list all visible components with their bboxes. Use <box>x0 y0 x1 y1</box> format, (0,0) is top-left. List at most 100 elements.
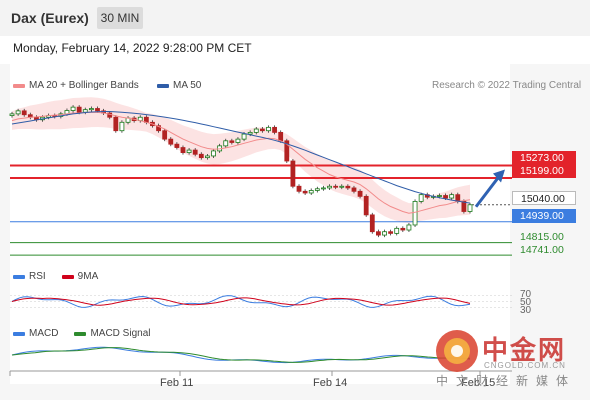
candle <box>156 125 161 132</box>
watermark-tagline: 中文财经新媒体 <box>436 374 577 388</box>
legend-rsi-ma-label: 9MA <box>77 271 99 282</box>
candle <box>272 126 277 133</box>
candle <box>266 126 271 132</box>
candle <box>186 149 192 153</box>
ma20-swatch <box>13 83 25 88</box>
candle <box>95 108 100 112</box>
candle <box>259 128 265 132</box>
candle <box>394 227 400 234</box>
candle <box>15 110 21 115</box>
instrument-title: Dax (Eurex) <box>11 10 89 26</box>
candle <box>278 131 284 142</box>
candle <box>162 130 168 140</box>
candle <box>192 149 198 155</box>
candle <box>296 185 302 192</box>
candle <box>174 143 180 148</box>
candle <box>382 231 387 236</box>
candle <box>168 138 174 145</box>
rsi-level-30: 30 <box>520 305 532 316</box>
rsi-ma-line <box>11 297 471 306</box>
ma50-swatch <box>157 83 169 88</box>
candle <box>241 133 247 140</box>
macd-signal-line <box>11 347 471 363</box>
legend-rsi: RSI 9MA <box>13 271 98 282</box>
candle <box>235 138 241 143</box>
legend-ma50-label: MA 50 <box>173 80 202 91</box>
candle <box>205 155 210 159</box>
level-label-resistance-1: 15199.00 <box>512 164 576 178</box>
candle <box>321 187 326 190</box>
chart-datetime: Monday, February 14, 2022 9:28:00 PM CET <box>13 41 252 55</box>
candle <box>327 185 332 189</box>
ma50-line <box>11 111 471 204</box>
candle <box>247 131 253 135</box>
candle <box>333 185 339 188</box>
legend-ma20-label: MA 20 + Bollinger Bands <box>29 80 139 91</box>
watermark-url: CNGOLD.COM.CN <box>484 361 566 370</box>
watermark-brand: 中金网 <box>482 335 567 365</box>
macd-swatch <box>13 331 25 336</box>
candle <box>406 224 412 231</box>
candle <box>339 185 345 188</box>
rsi-line <box>11 295 471 308</box>
x-tick-feb-11: Feb 11 <box>160 377 194 389</box>
candle <box>229 140 235 143</box>
candle <box>437 195 442 197</box>
legend-ma20: MA 20 + Bollinger Bands <box>13 80 139 91</box>
candle <box>461 201 467 212</box>
candle <box>290 160 296 187</box>
rsi-ma-swatch <box>61 274 74 279</box>
legend-macd: MACD MACD Signal <box>13 328 150 339</box>
rsi-swatch <box>13 274 25 279</box>
candle <box>76 106 82 113</box>
candle <box>467 204 473 212</box>
candle <box>351 187 357 192</box>
candle <box>302 190 308 194</box>
candle <box>345 185 351 189</box>
level-label-support-1: 14815.00 <box>520 231 564 243</box>
candle <box>82 109 88 113</box>
candle <box>253 128 259 133</box>
candle <box>308 190 314 194</box>
candle <box>357 190 363 197</box>
x-tick-feb-14: Feb 14 <box>313 377 348 389</box>
forecast-arrow <box>474 175 501 208</box>
candle <box>9 113 15 116</box>
level-label-last-price: 15040.00 <box>512 191 576 205</box>
level-label-resistance-2: 15273.00 <box>512 151 576 165</box>
candle <box>88 108 94 111</box>
candle <box>363 195 369 216</box>
candle <box>369 214 375 233</box>
bollinger-band <box>12 97 470 224</box>
candle <box>21 110 27 116</box>
forecast-arrow-head <box>493 169 505 183</box>
candle <box>400 227 406 231</box>
candle <box>375 231 381 236</box>
macd-signal-swatch <box>74 331 87 336</box>
rsi-level-70: 70 <box>520 289 532 300</box>
level-label-pivot: 14939.00 <box>512 209 576 223</box>
candle <box>443 195 448 199</box>
cngold-logo-icon <box>436 330 478 372</box>
legend-ma50: MA 50 <box>157 80 201 91</box>
candle <box>388 231 394 234</box>
research-credit: Research © 2022 Trading Central <box>432 80 582 91</box>
candle <box>113 116 119 132</box>
candle <box>223 140 229 147</box>
cngold-watermark: 中金网 CNGOLD.COM.CN 中文财经新媒体 <box>432 328 590 390</box>
candle <box>284 140 290 162</box>
legend-macd-signal-label: MACD Signal <box>90 328 151 339</box>
candle <box>119 121 125 132</box>
timeframe-button[interactable]: 30 MIN <box>97 7 143 29</box>
rsi-level-50: 50 <box>520 297 532 308</box>
candle <box>211 150 216 157</box>
candle <box>70 106 76 111</box>
candle <box>314 188 320 191</box>
level-label-support-2: 14741.00 <box>520 244 564 256</box>
legend-rsi-label: RSI <box>29 271 46 282</box>
candle <box>418 194 424 202</box>
candle <box>449 194 455 199</box>
candle <box>180 147 186 153</box>
legend-macd-label: MACD <box>29 328 59 339</box>
